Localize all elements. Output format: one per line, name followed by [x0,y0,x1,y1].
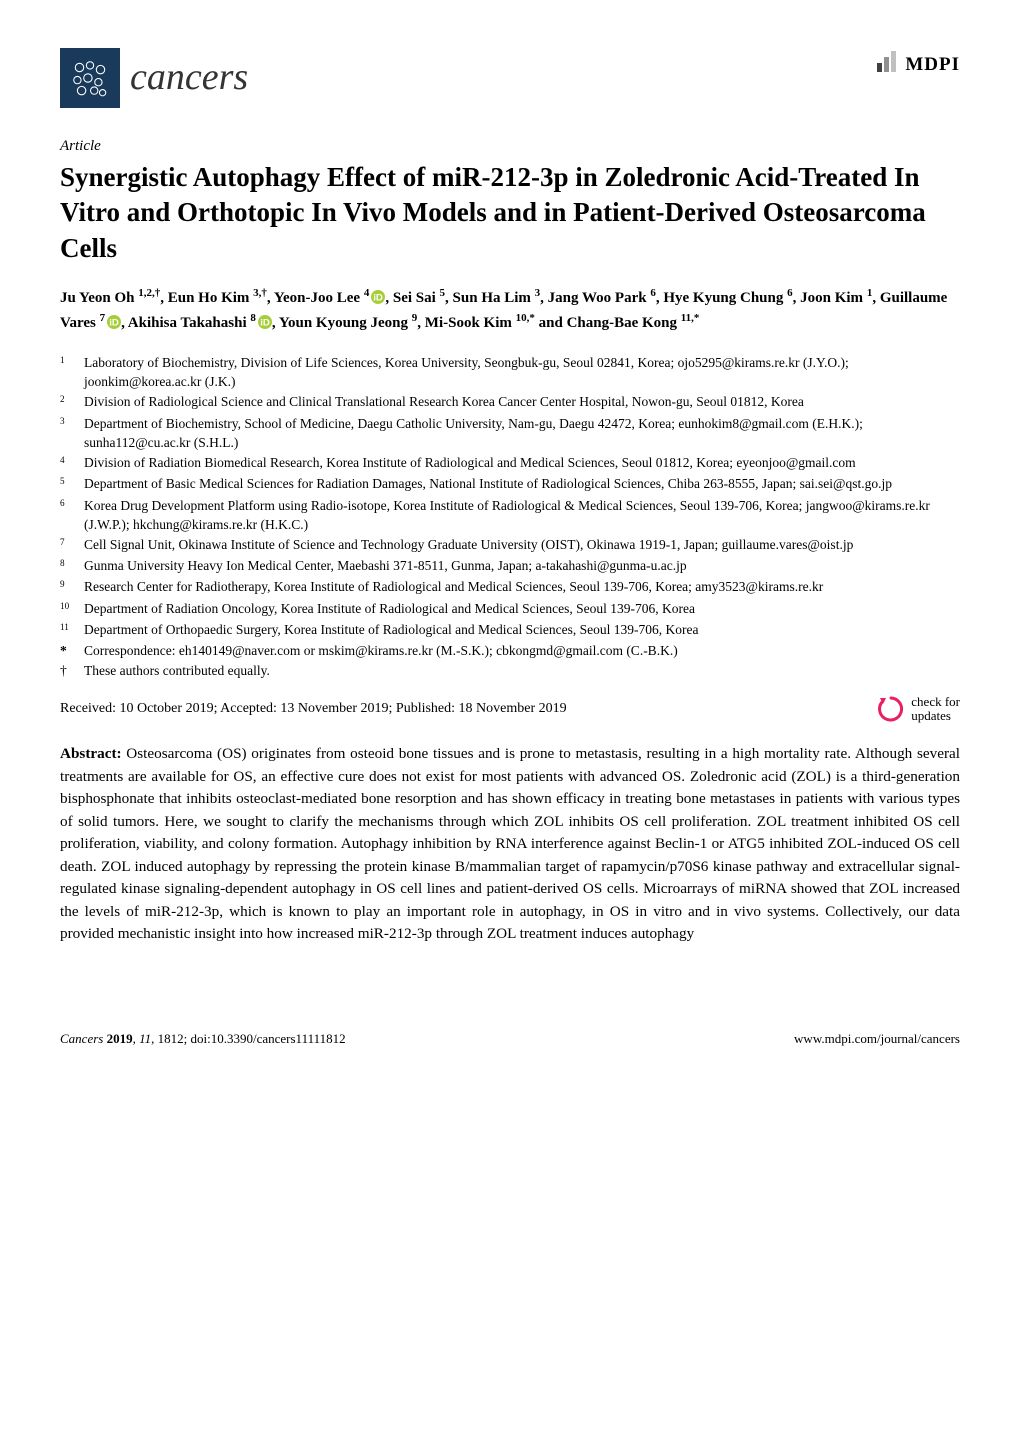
orcid-icon[interactable]: iD [371,289,385,303]
author: Mi-Sook Kim 10,* [425,315,535,331]
check-updates-icon [877,695,905,723]
orcid-icon[interactable]: iD [107,314,121,328]
author: Ju Yeon Oh 1,2,† [60,290,160,306]
abstract-label: Abstract: [60,745,122,762]
affiliation-row: 10Department of Radiation Oncology, Kore… [60,599,960,619]
mdpi-icon [875,48,901,81]
author: Joon Kim 1 [800,290,872,306]
journal-name: cancers [130,50,248,105]
affiliation-row: 8Gunma University Heavy Ion Medical Cent… [60,556,960,576]
publication-dates: Received: 10 October 2019; Accepted: 13 … [60,699,567,719]
abstract-text: Osteosarcoma (OS) originates from osteoi… [60,745,960,942]
affiliations-list: 1Laboratory of Biochemistry, Division of… [60,353,960,680]
publisher-logo: MDPI [875,48,960,81]
journal-logo-icon [60,48,120,108]
author: Hye Kyung Chung 6 [663,290,792,306]
author: Sei Sai 5 [393,290,445,306]
author: Youn Kyoung Jeong 9 [279,315,417,331]
svg-text:iD: iD [260,317,270,328]
svg-text:iD: iD [109,317,119,328]
author: Yeon-Joo Lee 4iD [274,290,386,306]
article-title: Synergistic Autophagy Effect of miR-212-… [60,160,960,267]
orcid-icon[interactable]: iD [258,314,272,328]
affiliation-row: 6Korea Drug Development Platform using R… [60,496,960,534]
affiliation-row: 3Department of Biochemistry, School of M… [60,414,960,452]
authors-list: Ju Yeon Oh 1,2,†, Eun Ho Kim 3,†, Yeon-J… [60,285,960,336]
footer-url[interactable]: www.mdpi.com/journal/cancers [794,1030,960,1049]
article-type: Article [60,136,960,158]
affiliation-row: 4Division of Radiation Biomedical Resear… [60,453,960,473]
affiliation-row: 7Cell Signal Unit, Okinawa Institute of … [60,535,960,555]
correspondence-row: *Correspondence: eh140149@naver.com or m… [60,641,960,660]
author: Akihisa Takahashi 8iD [128,315,272,331]
affiliation-row: 1Laboratory of Biochemistry, Division of… [60,353,960,391]
publisher-name: MDPI [905,51,960,79]
author: Chang-Bae Kong 11,* [567,315,700,331]
author: Eun Ho Kim 3,† [168,290,267,306]
affiliation-row: 5Department of Basic Medical Sciences fo… [60,474,960,494]
check-for-updates-button[interactable]: check for updates [877,695,960,724]
affiliation-row: 2Division of Radiological Science and Cl… [60,392,960,412]
author: Jang Woo Park 6 [548,290,656,306]
equal-contrib-row: †These authors contributed equally. [60,661,960,680]
abstract: Abstract: Osteosarcoma (OS) originates f… [60,743,960,946]
page-header: cancers MDPI [60,48,960,108]
author: Sun Ha Lim 3 [453,290,541,306]
check-updates-label: check for updates [911,695,960,724]
affiliation-row: 11Department of Orthopaedic Surgery, Kor… [60,620,960,640]
dates-row: Received: 10 October 2019; Accepted: 13 … [60,695,960,724]
journal-logo-block: cancers [60,48,248,108]
svg-text:iD: iD [374,292,384,303]
affiliation-row: 9Research Center for Radiotherapy, Korea… [60,577,960,597]
page-footer: Cancers 2019, 11, 1812; doi:10.3390/canc… [60,1024,960,1049]
footer-citation: Cancers 2019, 11, 1812; doi:10.3390/canc… [60,1030,346,1049]
